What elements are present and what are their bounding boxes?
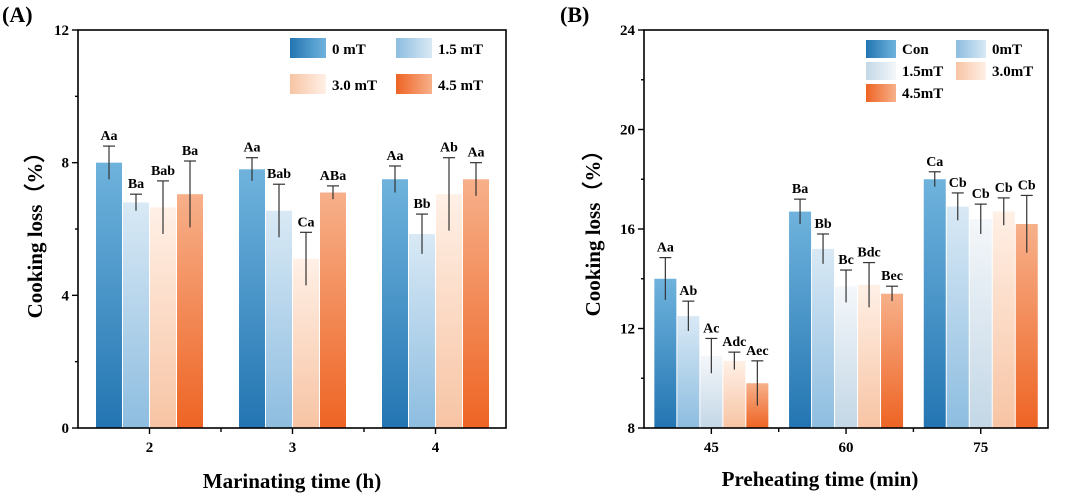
bar-label-a-2-s1: Ba — [128, 177, 144, 192]
legend-swatch-b-4 — [866, 84, 896, 102]
bar-a-2-s2 — [150, 207, 176, 428]
legend-swatch-b-1 — [956, 40, 986, 58]
bar-a-3-s3 — [320, 192, 346, 428]
y-tick-label-b-2: 16 — [620, 222, 636, 238]
bar-a-3-s1 — [266, 210, 292, 428]
bar-label-a-3-s2: Ca — [297, 215, 314, 230]
x-tick-label-b-0: 45 — [704, 440, 719, 456]
bar-label-b-60-s1: Bb — [814, 217, 831, 232]
bar-label-b-45-s0: Aa — [657, 241, 674, 256]
panel-a-x-axis-title: Marinating time (h) — [203, 469, 381, 493]
legend-swatch-a-0 — [290, 38, 326, 58]
y-tick-label-a-2: 8 — [62, 156, 70, 172]
bar-a-2-s1 — [123, 202, 149, 428]
panel-b-y-axis-title: Cooking loss（%） — [581, 140, 605, 317]
bar-label-a-4-s0: Aa — [386, 149, 403, 164]
bar-label-a-3-s1: Bab — [267, 167, 291, 182]
bar-a-4-s0 — [382, 179, 408, 428]
bar-label-b-60-s0: Ba — [792, 182, 808, 197]
bar-label-b-75-s0: Ca — [926, 155, 943, 170]
bar-label-b-75-s4: Cb — [1018, 178, 1036, 193]
legend-swatch-a-1 — [396, 38, 432, 58]
bar-b-45-s2 — [700, 355, 723, 428]
y-tick-label-b-1: 12 — [620, 322, 635, 338]
panel-a-y-axis-title: Cooking loss（%） — [23, 142, 47, 319]
bar-label-a-2-s0: Aa — [100, 129, 117, 144]
bar-label-a-3-s3: ABa — [320, 169, 346, 184]
bar-b-60-s3 — [858, 284, 881, 428]
bar-label-b-60-s4: Bec — [881, 269, 903, 284]
bar-label-a-2-s2: Bab — [151, 164, 175, 179]
y-tick-label-b-3: 20 — [620, 123, 635, 139]
bar-b-60-s4 — [881, 293, 904, 428]
bar-label-a-4-s2: Ab — [440, 141, 458, 156]
bar-label-a-4-s1: Bb — [413, 197, 430, 212]
x-tick-label-b-1: 60 — [839, 440, 854, 456]
bar-b-60-s2 — [835, 286, 858, 428]
bar-label-b-45-s4: Aec — [746, 344, 769, 359]
bar-label-b-75-s2: Cb — [972, 187, 990, 202]
y-tick-label-a-1: 4 — [62, 288, 70, 304]
bar-a-4-s3 — [463, 179, 489, 428]
legend-swatch-b-0 — [866, 40, 896, 58]
bar-b-60-s0 — [789, 211, 812, 428]
legend-swatch-b-2 — [866, 62, 896, 80]
bar-b-45-s1 — [677, 316, 700, 428]
y-tick-label-a-0: 0 — [62, 421, 70, 437]
bar-label-b-75-s3: Cb — [995, 181, 1013, 196]
legend-label-a-3: 4.5 mT — [438, 78, 483, 94]
bar-label-b-75-s1: Cb — [949, 176, 967, 191]
bar-b-60-s1 — [812, 248, 835, 428]
bar-label-a-2-s3: Ba — [182, 144, 198, 159]
bar-a-2-s0 — [96, 162, 122, 428]
bar-b-75-s3 — [992, 211, 1015, 428]
bar-a-4-s2 — [436, 194, 462, 428]
bar-b-75-s0 — [923, 179, 946, 428]
x-tick-label-a-1: 3 — [289, 440, 297, 456]
x-tick-label-a-0: 2 — [146, 440, 154, 456]
bar-a-2-s3 — [177, 194, 203, 428]
legend-label-b-3: 3.0mT — [992, 64, 1033, 80]
bar-a-3-s2 — [293, 258, 319, 428]
bar-b-75-s4 — [1015, 224, 1038, 428]
legend-swatch-b-3 — [956, 62, 986, 80]
legend-swatch-a-2 — [290, 74, 326, 94]
panel-b-label: (B) — [560, 2, 589, 27]
x-tick-label-b-2: 75 — [973, 440, 988, 456]
panel-b-x-axis-title: Preheating time (min) — [722, 467, 919, 491]
y-tick-label-b-0: 8 — [628, 421, 636, 437]
bar-label-b-45-s1: Ab — [679, 284, 697, 299]
bar-label-a-3-s0: Aa — [243, 141, 260, 156]
legend-swatch-a-3 — [396, 74, 432, 94]
bar-label-b-45-s2: Ac — [703, 321, 719, 336]
bar-label-b-60-s2: Bc — [838, 253, 854, 268]
x-tick-label-a-2: 4 — [432, 440, 440, 456]
panel-a: (A) Cooking loss（%） Marinating time (h) … — [2, 2, 507, 493]
legend-label-a-2: 3.0 mT — [332, 78, 377, 94]
bar-b-75-s2 — [969, 219, 992, 428]
legend-label-a-1: 1.5 mT — [438, 42, 483, 58]
y-tick-label-b-4: 24 — [620, 23, 636, 39]
legend-label-b-0: Con — [902, 42, 929, 58]
bar-b-45-s3 — [723, 360, 746, 428]
bar-b-45-s0 — [654, 278, 677, 428]
bar-a-4-s1 — [409, 233, 435, 428]
panel-a-label: (A) — [2, 2, 33, 27]
legend-label-b-4: 4.5mT — [902, 86, 943, 102]
bar-label-b-60-s3: Bdc — [857, 246, 880, 261]
legend-label-b-1: 0mT — [992, 42, 1022, 58]
legend-label-b-2: 1.5mT — [902, 64, 943, 80]
y-tick-label-a-3: 12 — [54, 23, 69, 39]
bar-a-3-s0 — [239, 169, 265, 429]
bar-label-b-45-s3: Adc — [722, 335, 746, 350]
legend-label-a-0: 0 mT — [332, 42, 366, 58]
panel-b: (B) Cooking loss（%） Preheating time (min… — [560, 2, 1049, 491]
bar-label-a-4-s3: Aa — [467, 146, 484, 161]
bar-b-75-s1 — [946, 206, 969, 428]
